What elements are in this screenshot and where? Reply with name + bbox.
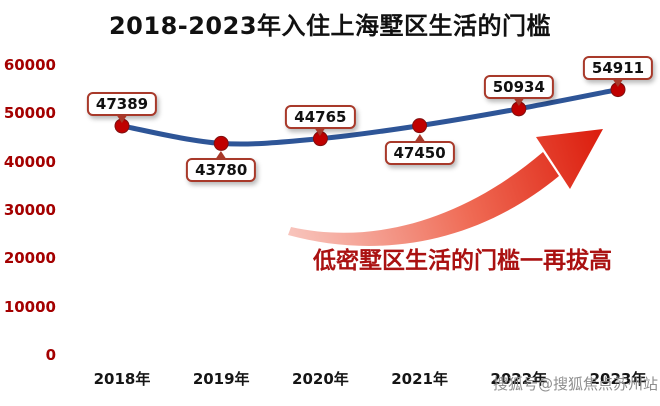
y-axis-label: 50000 [3, 104, 56, 123]
y-axis-label: 60000 [3, 56, 56, 74]
data-label-callout: 47450 [384, 133, 455, 165]
watermark: 搜狐号@搜狐焦点苏州站 [492, 375, 658, 393]
callout-pointer [612, 77, 624, 87]
callout-pointer [314, 126, 327, 136]
x-axis-label: 2020年 [292, 370, 349, 388]
data-label-callout: 47389 [86, 91, 158, 123]
callout-pointer [215, 151, 228, 161]
data-label-callout: 44765 [285, 104, 356, 136]
y-axis-label: 20000 [3, 249, 56, 268]
chart-title: 2018-2023年入住上海墅区生活的门槛 [108, 12, 552, 40]
x-axis-label: 2018年 [93, 370, 151, 388]
data-label-callout: 50934 [483, 74, 554, 106]
x-axis-label: 2022年 [490, 370, 548, 388]
y-axis-label: 30000 [3, 201, 56, 219]
y-axis-label: 40000 [3, 152, 56, 171]
callout-pointer [116, 113, 128, 123]
callout-pointer [512, 96, 525, 106]
y-axis-label: 0 [45, 346, 56, 364]
x-axis-label: 2023年 [589, 370, 647, 388]
data-label-callout: 54911 [582, 55, 654, 87]
trend-annotation: 低密墅区生活的门槛一再拔高 [313, 248, 612, 274]
trend-arrow-head [536, 129, 603, 189]
trend-arrow-body [288, 152, 559, 246]
data-label-callout: 43780 [186, 151, 257, 183]
y-axis-label: 10000 [3, 297, 56, 316]
x-axis-label: 2019年 [192, 370, 250, 388]
callout-pointer [413, 133, 426, 143]
x-axis-label: 2021年 [391, 370, 448, 388]
data-point-marker [412, 118, 428, 134]
data-point-marker [213, 135, 229, 151]
series-line [119, 87, 621, 147]
